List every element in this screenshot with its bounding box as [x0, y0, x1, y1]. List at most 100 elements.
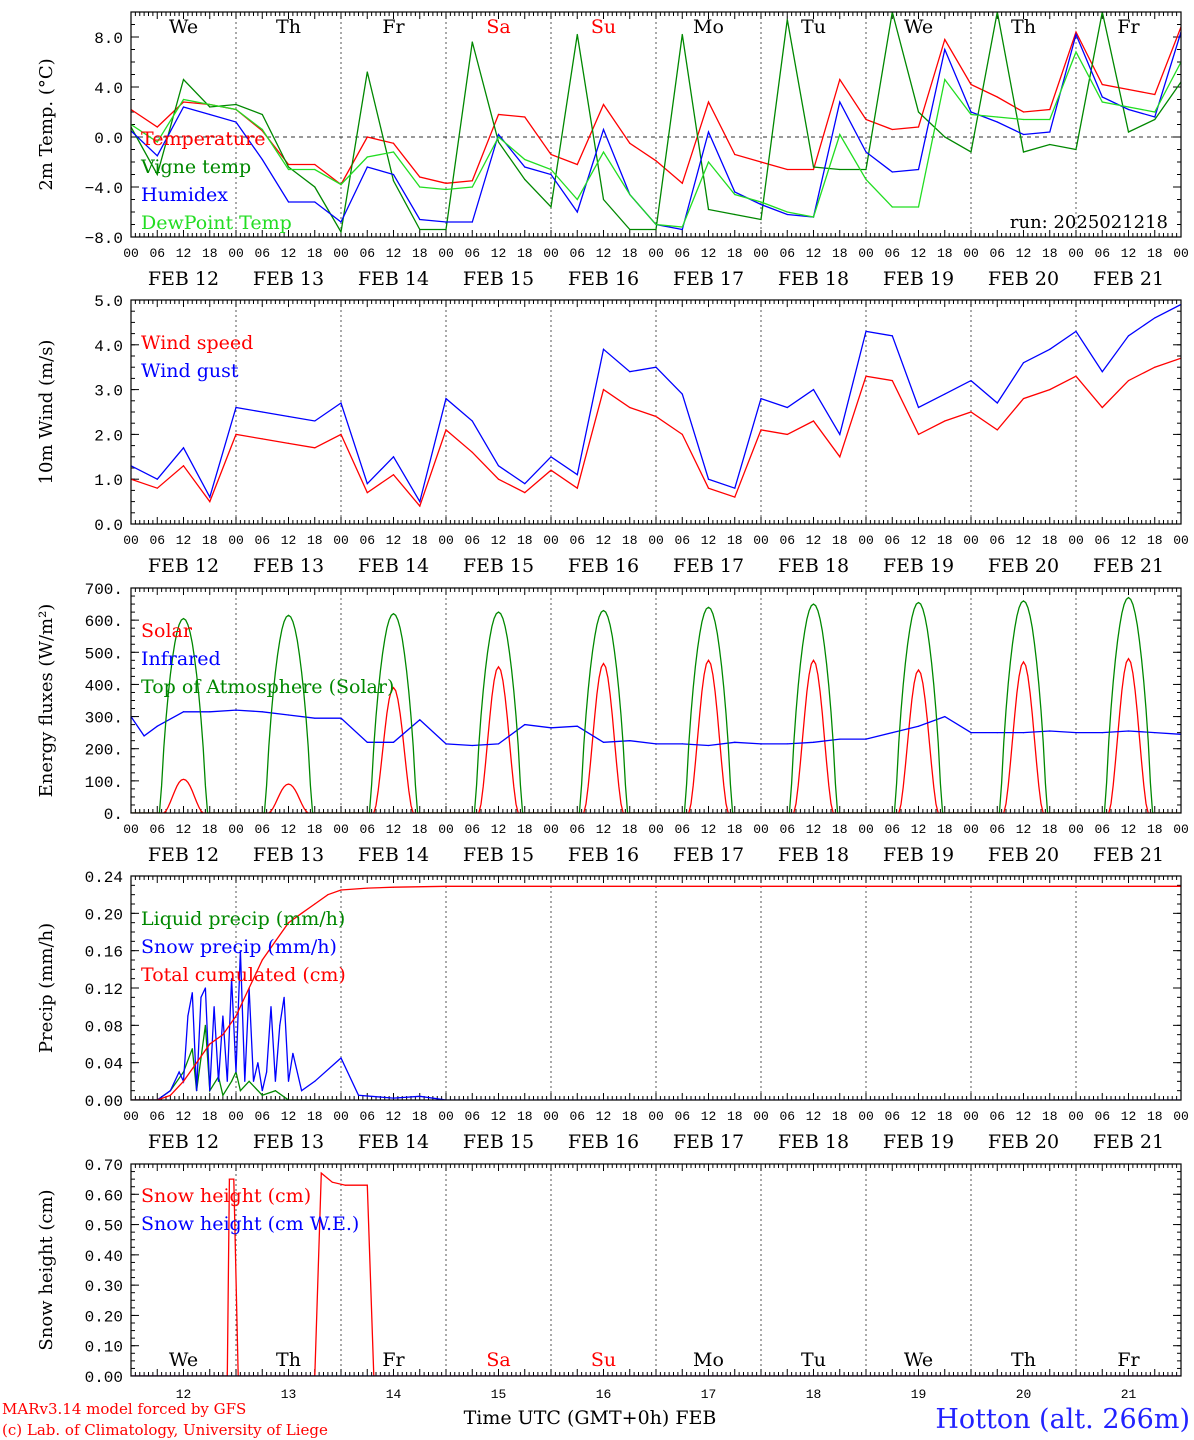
data-point: [707, 478, 710, 480]
weekday-label: Sa: [486, 16, 510, 38]
hour-label: 18: [1147, 1109, 1163, 1124]
data-point: [734, 191, 736, 193]
hour-label: 12: [176, 246, 192, 261]
hour-label: 18: [937, 533, 953, 548]
data-point: [865, 168, 867, 171]
y-tick-label: 2.0: [94, 427, 123, 445]
hour-label: 18: [412, 246, 428, 261]
hour-label: 06: [1094, 1109, 1110, 1124]
data-point: [629, 371, 631, 373]
date-label: FEB 13: [253, 268, 324, 290]
hour-label: 00: [228, 1109, 244, 1124]
legend-entry: Top of Atmosphere (Solar): [141, 676, 394, 698]
data-point: [655, 415, 657, 418]
data-point: [392, 151, 395, 153]
hour-label: 12: [701, 822, 717, 837]
hour-label: 00: [753, 533, 769, 548]
data-point: [681, 182, 683, 184]
data-point: [209, 496, 211, 498]
data-point: [970, 83, 972, 86]
data-point: [392, 474, 395, 476]
data-point: [917, 168, 920, 171]
data-point: [497, 478, 500, 480]
data-point: [839, 456, 841, 458]
hour-label: 00: [1173, 246, 1189, 261]
data-point: [707, 131, 710, 133]
hour-label: 18: [1042, 1109, 1058, 1124]
data-point: [357, 1094, 360, 1096]
data-point: [1154, 317, 1156, 319]
data-point: [445, 182, 447, 184]
data-point: [445, 228, 447, 231]
date-label: FEB 16: [568, 555, 639, 577]
hour-label: 00: [648, 822, 664, 837]
y-tick-label: 0.04: [85, 1056, 123, 1074]
hour-label: 00: [1068, 246, 1084, 261]
data-point: [287, 163, 290, 166]
hour-label: 18: [517, 246, 533, 261]
lab-credit: (c) Lab. of Climatology, University of L…: [2, 1421, 328, 1439]
data-point: [734, 153, 736, 156]
legend-entry: Solar: [141, 620, 193, 642]
hour-label: 18: [727, 822, 743, 837]
hour-label: 00: [753, 822, 769, 837]
hour-label: 00: [648, 1109, 664, 1124]
weekday-label: We: [169, 1349, 198, 1371]
data-point: [707, 744, 710, 747]
data-point: [996, 96, 998, 98]
day-number-label: 19: [911, 1387, 927, 1402]
data-point: [602, 103, 605, 106]
data-point: [235, 1015, 237, 1017]
hour-label: 06: [359, 1109, 375, 1124]
hour-label: 12: [386, 246, 402, 261]
y-tick-label: 8.0: [94, 30, 123, 48]
data-point: [917, 433, 920, 435]
data-point: [839, 78, 841, 81]
day-number-label: 17: [701, 1387, 717, 1402]
hour-label: 12: [491, 1109, 507, 1124]
data-point: [1127, 380, 1130, 382]
data-point: [327, 894, 329, 896]
y-tick-label: 0.0: [94, 517, 123, 535]
data-point: [839, 738, 841, 740]
series-line-liquid-precip-mm-h-: [131, 1025, 341, 1100]
hour-label: 00: [1173, 1109, 1189, 1124]
date-label: FEB 21: [1093, 1131, 1164, 1153]
data-point: [1154, 116, 1156, 118]
data-point: [1154, 111, 1156, 113]
hour-label: 06: [464, 1109, 480, 1124]
data-point: [891, 335, 893, 337]
data-point: [235, 406, 237, 409]
data-point: [1101, 96, 1103, 98]
plot-frame: [130, 1163, 1182, 1377]
data-point: [812, 168, 815, 171]
hour-label: 12: [176, 1109, 192, 1124]
date-label: FEB 14: [358, 555, 429, 577]
data-point: [917, 725, 920, 727]
date-label: FEB 20: [988, 1131, 1059, 1153]
hour-label: 00: [123, 246, 139, 261]
hour-label: 18: [1147, 246, 1163, 261]
hour-label: 06: [1094, 822, 1110, 837]
data-point: [419, 505, 421, 507]
data-point: [182, 78, 185, 81]
data-point: [182, 711, 185, 713]
hour-label: 06: [674, 822, 690, 837]
hour-label: 12: [911, 822, 927, 837]
date-label: FEB 14: [358, 1131, 429, 1153]
data-point: [734, 193, 736, 196]
plot-frame: [130, 299, 1182, 525]
y-tick-label: 0.0: [94, 130, 123, 148]
data-point: [786, 211, 788, 213]
data-point: [1022, 111, 1025, 113]
data-point: [1022, 133, 1025, 136]
data-point: [550, 173, 552, 176]
date-label: FEB 15: [463, 268, 534, 290]
date-label: FEB 19: [883, 555, 954, 577]
data-point: [340, 231, 342, 233]
data-point: [366, 1184, 368, 1186]
data-point: [266, 1071, 268, 1073]
hour-label: 00: [1068, 822, 1084, 837]
data-point: [1075, 148, 1077, 151]
hour-label: 12: [701, 533, 717, 548]
